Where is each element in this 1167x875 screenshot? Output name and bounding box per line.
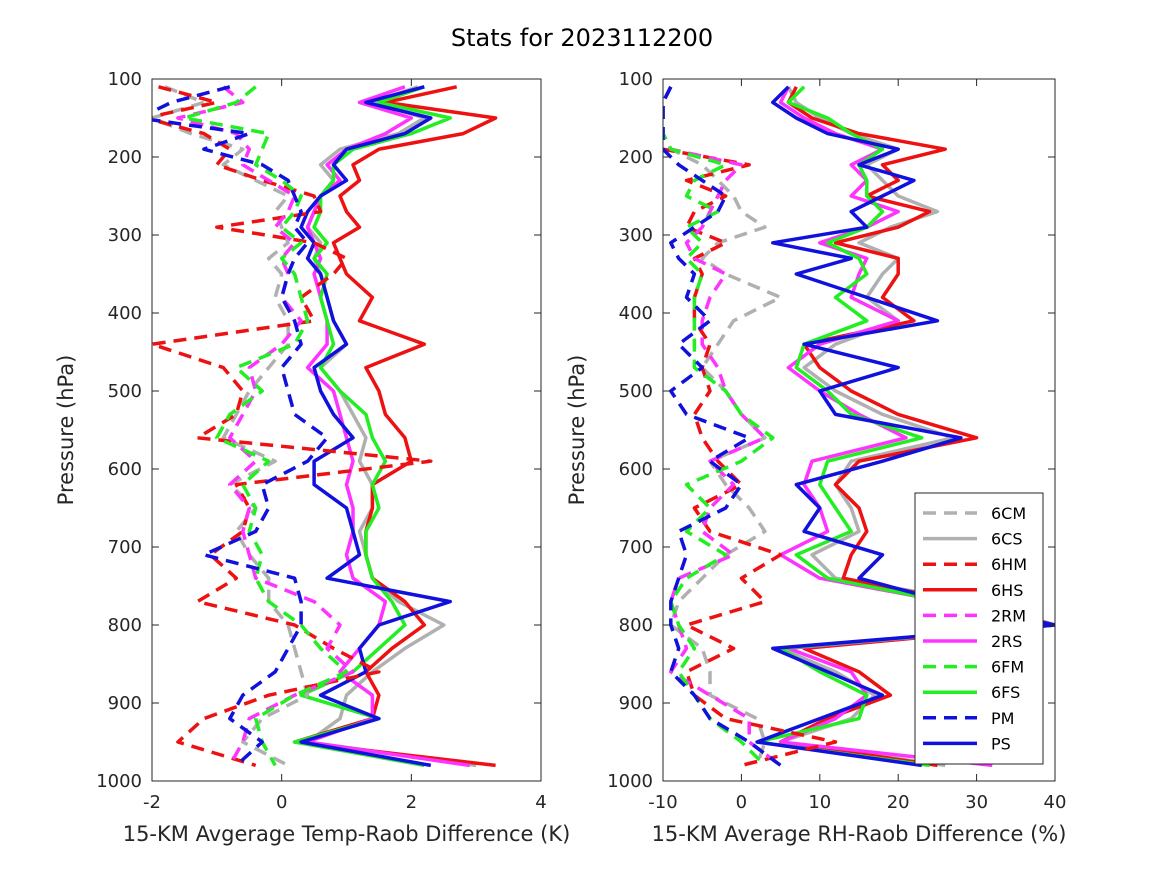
series-line-6HM-left	[152, 85, 433, 768]
x-tick-label-left: 0	[276, 792, 287, 813]
y-tick-label-right: 200	[619, 147, 653, 168]
x-tick-label-left: 2	[406, 792, 417, 813]
legend-label-2RM: 2RM	[991, 606, 1026, 625]
series-group-left	[152, 85, 498, 768]
legend-label-6CS: 6CS	[991, 530, 1023, 549]
y-tick-label-left: 300	[108, 225, 142, 246]
legend-label-6FM: 6FM	[991, 658, 1024, 677]
legend-label-6FS: 6FS	[991, 683, 1020, 702]
series-line-2RM-right	[663, 86, 782, 767]
figure-title: Stats for 2023112200	[451, 24, 713, 52]
series-line-6FM-right	[663, 86, 775, 767]
x-tick-label-right: 20	[887, 792, 910, 813]
series-line-PM-left	[152, 85, 329, 767]
legend-label-6HM: 6HM	[991, 555, 1027, 574]
y-tick-label-left: 1000	[96, 771, 142, 792]
y-tick-label-left: 200	[108, 147, 142, 168]
legend-box	[914, 492, 1044, 765]
x-tick-label-right: 10	[808, 792, 831, 813]
y-tick-label-right: 800	[619, 615, 653, 636]
y-tick-label-right: 400	[619, 303, 653, 324]
series-line-6FM-left	[182, 85, 349, 767]
axes-box-right	[662, 78, 1056, 782]
legend-label-6CM: 6CM	[991, 504, 1026, 523]
legend-label-2RS: 2RS	[991, 632, 1022, 651]
y-tick-label-left: 700	[108, 537, 142, 558]
series-line-PS-left	[299, 85, 452, 768]
x-tick-label-right: 30	[965, 792, 988, 813]
series-line-PS-right	[755, 85, 1055, 768]
y-tick-label-right: 300	[619, 225, 653, 246]
series-line-PM-right	[663, 86, 782, 767]
x-axis-label-right: 15-KM Average RH-Raob Difference (%)	[652, 822, 1067, 846]
x-tick-label-right: 40	[1044, 792, 1067, 813]
x-axis-label-left: 15-KM Avgerage Temp-Raob Difference (K)	[123, 822, 571, 846]
x-tick-label-left: 4	[535, 792, 546, 813]
legend-label-PS: PS	[991, 734, 1011, 753]
y-tick-label-right: 100	[619, 69, 653, 90]
x-tick-label-right: -10	[648, 792, 677, 813]
x-tick-label-right: 0	[736, 792, 747, 813]
y-tick-label-left: 900	[108, 693, 142, 714]
x-tick-label-left: -2	[143, 792, 161, 813]
y-axis-label-right: Pressure (hPa)	[565, 355, 589, 506]
y-tick-label-right: 700	[619, 537, 653, 558]
y-tick-label-right: 1000	[607, 771, 653, 792]
legend-label-6HS: 6HS	[991, 581, 1023, 600]
series-line-6CM-left	[152, 85, 310, 767]
y-tick-label-right: 900	[619, 693, 653, 714]
series-line-6HM-right	[663, 86, 838, 768]
legend: 6CM 6CS 6HM 6HS 2RM 2RS 6FM 6FS PM PS	[914, 492, 1044, 765]
y-tick-label-left: 600	[108, 459, 142, 480]
series-line-6HS-left	[292, 85, 498, 768]
y-tick-label-left: 400	[108, 303, 142, 324]
series-line-6CM-right	[663, 86, 783, 766]
legend-label-PM: PM	[991, 709, 1014, 728]
series-line-6FS-left	[292, 85, 452, 768]
y-tick-label-right: 600	[619, 459, 653, 480]
y-tick-label-left: 500	[108, 381, 142, 402]
panel-left: -2 0 2 4 100 200 300 400 500 600 700 800 900 1000 15-K…	[54, 69, 570, 846]
y-axis-label-left: Pressure (hPa)	[54, 355, 78, 506]
series-line-2RM-left	[176, 85, 355, 767]
y-tick-label-right: 500	[619, 381, 653, 402]
axes-box-left	[151, 78, 542, 782]
y-tick-label-left: 800	[108, 615, 142, 636]
y-tick-label-left: 100	[108, 69, 142, 90]
